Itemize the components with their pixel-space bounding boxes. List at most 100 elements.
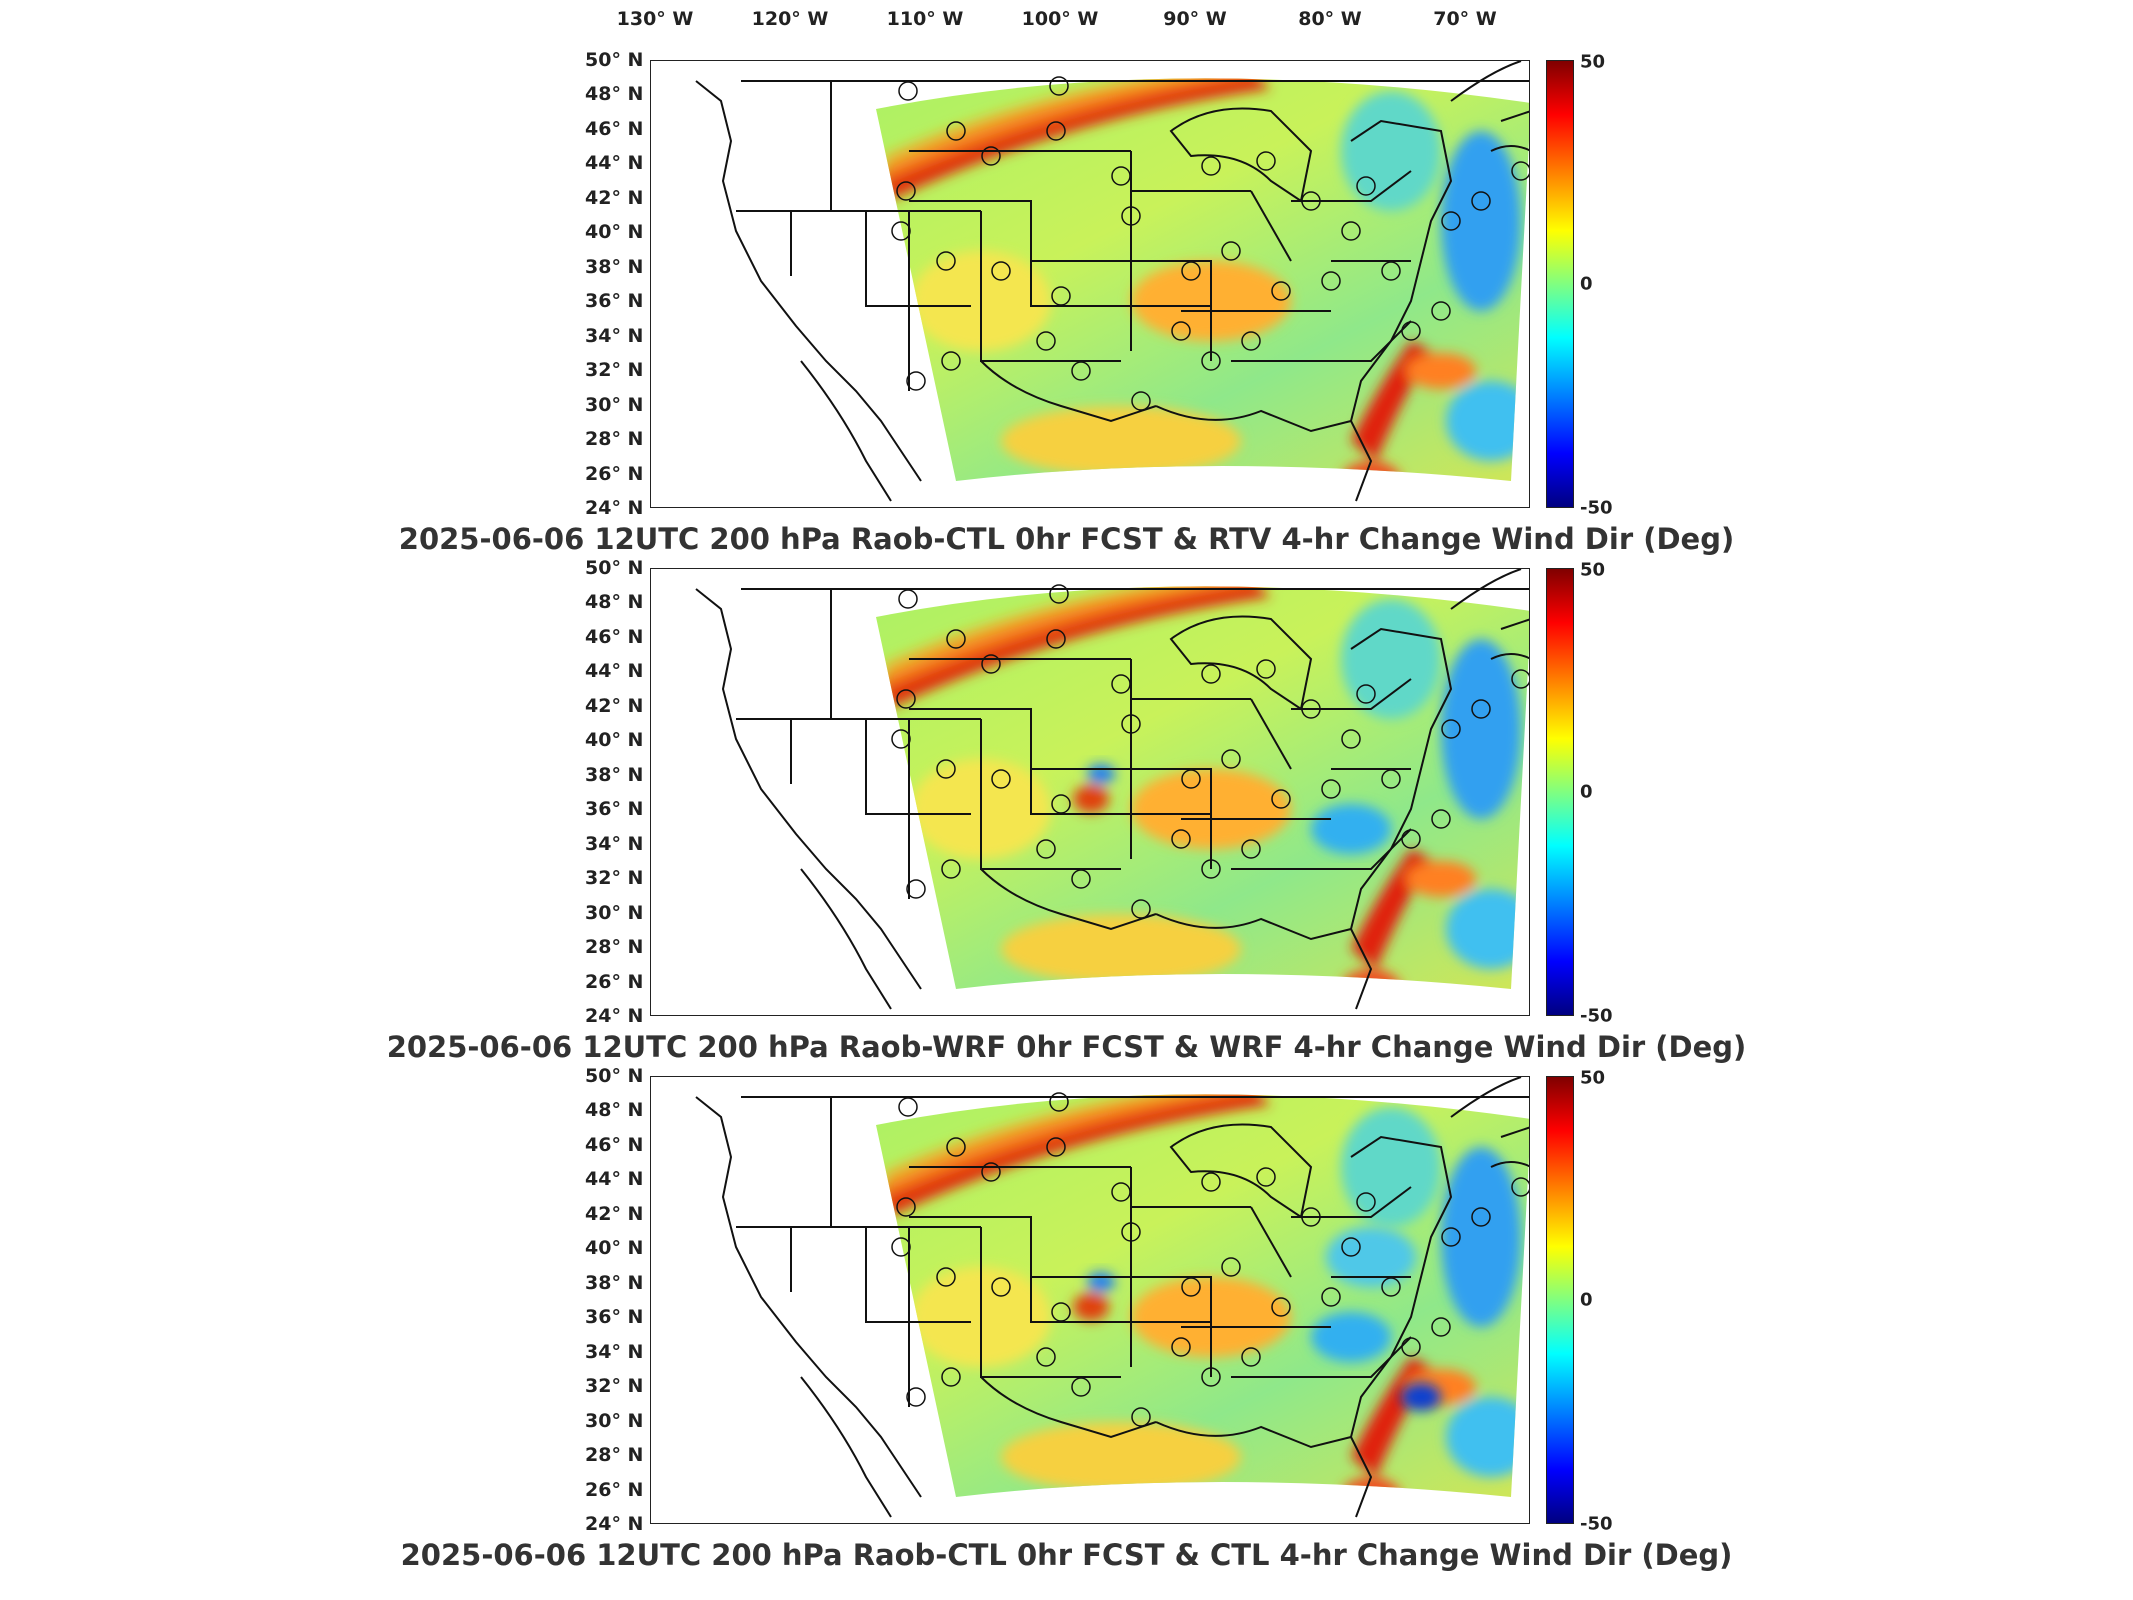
lat-label: 30° N bbox=[585, 393, 644, 416]
raob-station-marker bbox=[1301, 191, 1321, 211]
raob-station-marker bbox=[1301, 1207, 1321, 1227]
raob-station-marker bbox=[906, 371, 926, 391]
map-plot bbox=[695, 1077, 1529, 1518]
raob-station-marker bbox=[906, 879, 926, 899]
raob-station-marker bbox=[1049, 76, 1069, 96]
raob-station-marker bbox=[896, 689, 916, 709]
raob-station-marker bbox=[1401, 321, 1421, 341]
colorbar-min-label: -50 bbox=[1580, 497, 1613, 519]
raob-station-marker bbox=[1241, 1347, 1261, 1367]
colorbar-max-label: 50 bbox=[1580, 559, 1606, 581]
raob-station-marker bbox=[1049, 1092, 1069, 1112]
lat-label: 46° N bbox=[585, 117, 644, 140]
colorbar-mid-label: 0 bbox=[1580, 781, 1593, 803]
raob-station-marker bbox=[891, 1237, 911, 1257]
raob-station-marker bbox=[946, 629, 966, 649]
map-plot bbox=[695, 569, 1529, 1010]
raob-station-marker bbox=[991, 769, 1011, 789]
raob-station-marker bbox=[1201, 156, 1221, 176]
raob-station-marker bbox=[1511, 161, 1529, 181]
coastline-and-borders bbox=[695, 569, 1529, 1010]
lat-label: 50° N bbox=[585, 49, 644, 71]
colorbar bbox=[1546, 1076, 1574, 1524]
colorbar-max-label: 50 bbox=[1580, 1067, 1606, 1089]
raob-station-marker bbox=[1341, 1237, 1361, 1257]
raob-station-marker bbox=[1201, 859, 1221, 879]
lat-label: 28° N bbox=[585, 936, 644, 959]
raob-station-marker bbox=[1471, 191, 1491, 211]
raob-station-marker bbox=[1131, 1407, 1151, 1427]
raob-station-marker bbox=[1401, 1337, 1421, 1357]
raob-station-marker bbox=[936, 251, 956, 271]
lat-label: 46° N bbox=[585, 625, 644, 648]
colorbar-max-label: 50 bbox=[1580, 51, 1606, 73]
raob-station-marker bbox=[1356, 1192, 1376, 1212]
lat-label: 32° N bbox=[585, 1375, 644, 1398]
map-plot bbox=[695, 61, 1529, 502]
raob-station-marker bbox=[1181, 261, 1201, 281]
coastline-and-borders bbox=[695, 61, 1529, 502]
raob-station-marker bbox=[1221, 749, 1241, 769]
lat-label: 28° N bbox=[585, 1444, 644, 1467]
raob-station-marker bbox=[1046, 121, 1066, 141]
raob-station-marker bbox=[1181, 1277, 1201, 1297]
lat-label: 24° N bbox=[585, 1513, 644, 1535]
raob-station-marker bbox=[1071, 869, 1091, 889]
raob-station-marker bbox=[1071, 1377, 1091, 1397]
raob-station-marker bbox=[1471, 1207, 1491, 1227]
raob-station-marker bbox=[1201, 664, 1221, 684]
wind-direction-field bbox=[876, 1094, 1529, 1497]
raob-station-marker bbox=[1341, 729, 1361, 749]
raob-station-marker bbox=[941, 1367, 961, 1387]
raob-station-marker bbox=[1201, 1367, 1221, 1387]
colorbar-min-label: -50 bbox=[1580, 1513, 1613, 1535]
lat-label: 26° N bbox=[585, 1478, 644, 1501]
raob-station-marker bbox=[1441, 1227, 1461, 1247]
lon-label: 70° W bbox=[1433, 8, 1497, 30]
raob-station-marker bbox=[1111, 674, 1131, 694]
raob-station-marker bbox=[1441, 211, 1461, 231]
raob-station-marker bbox=[891, 729, 911, 749]
raob-station-marker bbox=[906, 1387, 926, 1407]
raob-station-marker bbox=[981, 146, 1001, 166]
raob-station-marker bbox=[1036, 331, 1056, 351]
raob-station-marker bbox=[1241, 839, 1261, 859]
raob-station-marker bbox=[1321, 271, 1341, 291]
raob-station-marker bbox=[1356, 176, 1376, 196]
raob-station-marker bbox=[1036, 839, 1056, 859]
raob-station-marker bbox=[1201, 351, 1221, 371]
wind-direction-field bbox=[876, 78, 1529, 481]
colorbar-min-label: -50 bbox=[1580, 1005, 1613, 1027]
raob-station-marker bbox=[1256, 1167, 1276, 1187]
raob-station-marker bbox=[1071, 361, 1091, 381]
colorbar bbox=[1546, 568, 1574, 1016]
lat-label: 44° N bbox=[585, 152, 644, 175]
raob-station-marker bbox=[946, 121, 966, 141]
lat-label: 26° N bbox=[585, 970, 644, 993]
lon-label: 130° W bbox=[616, 8, 694, 30]
map-frame bbox=[650, 568, 1530, 1016]
lat-label: 38° N bbox=[585, 255, 644, 278]
raob-station-marker bbox=[936, 759, 956, 779]
lat-label: 42° N bbox=[585, 1202, 644, 1225]
lat-label: 24° N bbox=[585, 497, 644, 519]
raob-station-marker bbox=[1321, 779, 1341, 799]
raob-station-marker bbox=[1431, 1317, 1451, 1337]
lat-label: 44° N bbox=[585, 660, 644, 683]
raob-station-marker bbox=[1036, 1347, 1056, 1367]
lat-label: 28° N bbox=[585, 428, 644, 451]
raob-station-marker bbox=[1131, 899, 1151, 919]
raob-station-marker bbox=[1381, 261, 1401, 281]
lat-label: 40° N bbox=[585, 221, 644, 244]
lat-label: 50° N bbox=[585, 1065, 644, 1087]
raob-station-marker bbox=[898, 81, 918, 101]
raob-station-marker bbox=[1051, 1302, 1071, 1322]
lat-label: 44° N bbox=[585, 1168, 644, 1191]
raob-station-marker bbox=[1171, 1337, 1191, 1357]
raob-station-marker bbox=[1131, 391, 1151, 411]
raob-station-marker bbox=[1341, 221, 1361, 241]
lon-label: 90° W bbox=[1163, 8, 1227, 30]
raob-station-marker bbox=[1511, 1177, 1529, 1197]
raob-station-marker bbox=[1111, 1182, 1131, 1202]
raob-station-marker bbox=[1511, 669, 1529, 689]
